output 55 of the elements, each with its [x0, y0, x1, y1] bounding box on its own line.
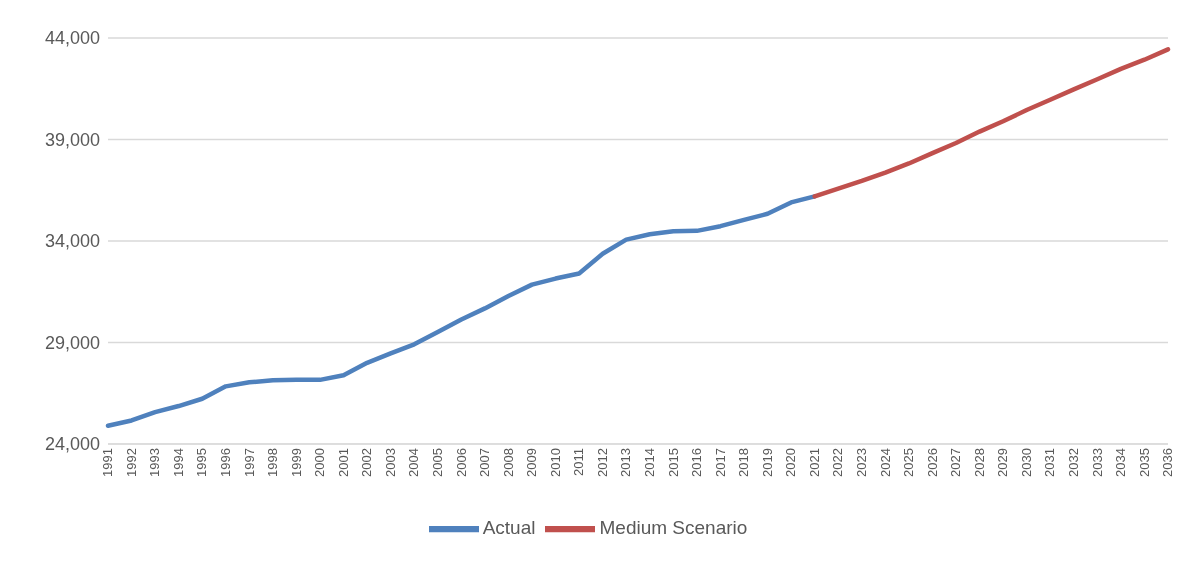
x-tick-label: 1998	[265, 448, 281, 477]
x-tick-label: 2034	[1113, 448, 1129, 477]
x-tick-label: 2008	[500, 448, 516, 477]
y-tick-label: 29,000	[44, 332, 100, 353]
line-series	[105, 194, 817, 428]
x-tick-label: 2012	[594, 448, 610, 477]
x-tick-label: 2000	[312, 448, 328, 477]
x-tick-label: 2003	[382, 448, 398, 477]
x-tick-label: 1994	[170, 448, 186, 477]
x-tick-label: 2029	[995, 448, 1011, 477]
x-tick-label: 2016	[689, 448, 705, 477]
x-tick-label: 2033	[1089, 448, 1105, 477]
x-tick-label: 2028	[971, 448, 987, 477]
x-tick-label: 2002	[359, 448, 375, 477]
x-tick-label: 2031	[1042, 448, 1058, 477]
x-tick-label: 2009	[524, 448, 540, 477]
x-tick-label: 1997	[241, 448, 257, 477]
x-tick-label: 1999	[288, 448, 304, 477]
x-tick-label: 2023	[854, 448, 870, 477]
x-tick-label: 1993	[147, 448, 163, 477]
x-tick-label: 2020	[783, 448, 799, 477]
x-tick-label: 2030	[1018, 448, 1034, 477]
x-tick-label: 2014	[642, 448, 658, 477]
x-tick-label: 2019	[759, 448, 775, 477]
x-tick-label: 2024	[877, 448, 893, 477]
x-tick-label: 2015	[665, 448, 681, 477]
x-tick-label: 1996	[218, 448, 234, 477]
x-tick-label: 2022	[830, 448, 846, 477]
x-tick-label: 2018	[736, 448, 752, 477]
legend-label: Actual	[482, 517, 536, 539]
x-tick-label: 2032	[1066, 448, 1082, 477]
x-tick-label: 2017	[712, 448, 728, 477]
x-tick-label: 2021	[806, 448, 822, 477]
x-tick-label: 2026	[924, 448, 940, 477]
x-tick-label: 2010	[547, 448, 563, 477]
x-tick-label: 2001	[335, 448, 351, 477]
x-tick-label: 2025	[901, 448, 917, 477]
line-series	[812, 47, 1171, 199]
x-tick-label: 1995	[194, 448, 210, 477]
x-tick-label: 2013	[618, 448, 634, 477]
x-tick-label: 1991	[100, 448, 116, 477]
legend-label: Medium Scenario	[599, 517, 748, 539]
y-tick-label: 44,000	[44, 28, 100, 49]
x-tick-label: 2011	[571, 448, 587, 476]
x-tick-label: 2005	[430, 448, 446, 477]
x-tick-label: 2036	[1160, 448, 1176, 477]
x-tick-label: 2004	[406, 448, 422, 477]
y-tick-label: 39,000	[44, 129, 100, 150]
y-tick-label: 34,000	[44, 231, 100, 252]
x-tick-label: 2007	[477, 448, 493, 477]
x-tick-label: 1992	[123, 448, 139, 477]
y-tick-label: 24,000	[44, 434, 100, 455]
x-tick-label: 2035	[1136, 448, 1152, 477]
x-tick-label: 2027	[948, 448, 964, 477]
x-tick-label: 2006	[453, 448, 469, 477]
